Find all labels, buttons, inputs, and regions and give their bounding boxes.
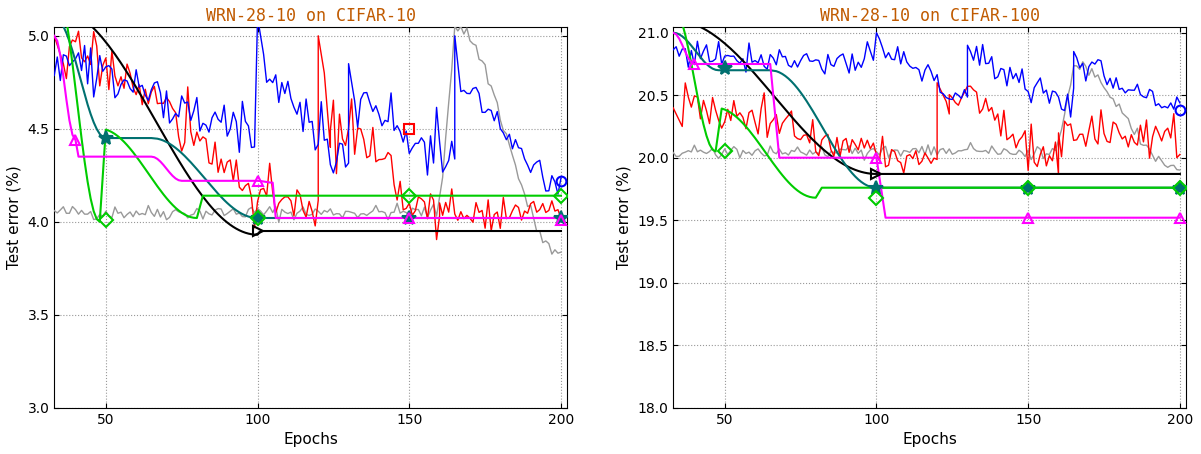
Title: WRN-28-10 on CIFAR-10: WRN-28-10 on CIFAR-10 <box>205 7 416 25</box>
Y-axis label: Test error (%): Test error (%) <box>7 165 22 269</box>
X-axis label: Epochs: Epochs <box>283 432 337 447</box>
Y-axis label: Test error (%): Test error (%) <box>617 165 632 269</box>
Title: WRN-28-10 on CIFAR-100: WRN-28-10 on CIFAR-100 <box>819 7 1040 25</box>
X-axis label: Epochs: Epochs <box>902 432 957 447</box>
